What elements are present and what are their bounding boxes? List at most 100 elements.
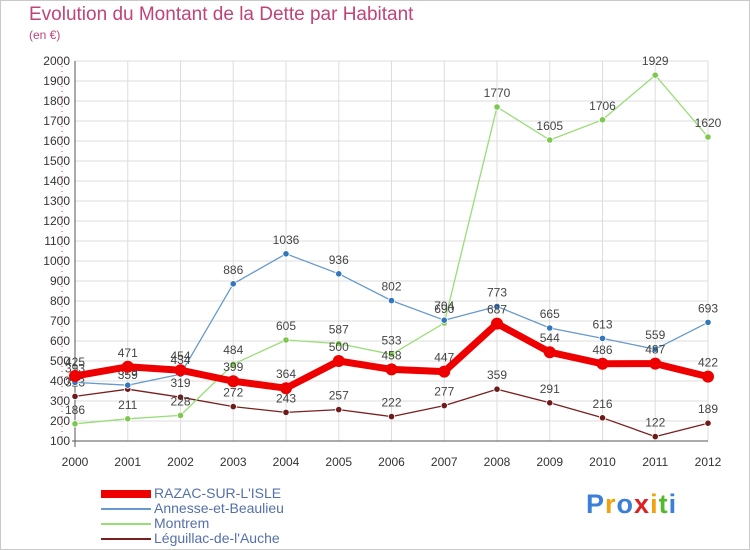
- y-tick-label: 900: [50, 274, 70, 288]
- data-point: [649, 357, 662, 370]
- legend-label: Léguillac-de-l'Auche: [154, 530, 280, 546]
- data-point: [387, 412, 396, 421]
- data-label: 291: [540, 382, 560, 396]
- data-label: 687: [487, 303, 507, 317]
- data-label: 399: [223, 360, 243, 374]
- data-label: 434: [170, 353, 190, 367]
- data-point: [387, 350, 396, 358]
- y-tick-label: 1400: [43, 174, 70, 188]
- data-label: 447: [434, 351, 454, 365]
- data-point: [598, 334, 607, 342]
- data-point: [651, 345, 659, 353]
- data-label: 886: [223, 263, 243, 277]
- data-label: 364: [276, 367, 296, 381]
- data-label: 1770: [484, 86, 511, 100]
- y-tick-label: 1300: [43, 194, 70, 208]
- data-label: 544: [540, 331, 560, 345]
- data-point: [280, 382, 292, 395]
- data-point: [493, 103, 501, 111]
- y-tick-label: 300: [50, 394, 70, 408]
- data-label: 422: [698, 356, 718, 370]
- data-point: [69, 370, 81, 382]
- data-label: 693: [698, 301, 718, 315]
- y-tick-label: 1800: [43, 94, 70, 108]
- legend-label: Montrem: [154, 515, 210, 531]
- data-label: 665: [540, 307, 560, 321]
- data-label: 500: [329, 340, 349, 354]
- legend-swatch: [101, 508, 151, 510]
- y-tick-label: 700: [50, 314, 70, 328]
- data-point: [227, 375, 240, 388]
- data-point: [229, 402, 237, 411]
- y-tick-label: 1200: [43, 214, 70, 228]
- data-label: 186: [65, 403, 85, 417]
- data-label: 484: [223, 343, 243, 357]
- y-tick-label: 100: [50, 434, 70, 448]
- chart-title: Evolution du Montant de la Dette par Hab…: [29, 4, 414, 25]
- data-point: [598, 116, 607, 124]
- data-point: [121, 360, 134, 373]
- logo-letter: i: [650, 489, 659, 519]
- data-point: [546, 136, 554, 144]
- x-tick-label: 2008: [484, 455, 511, 469]
- data-label: 802: [381, 280, 401, 294]
- data-label: 454: [170, 349, 190, 363]
- data-label: 216: [592, 397, 612, 411]
- x-tick-label: 2003: [220, 455, 247, 469]
- data-point: [702, 370, 714, 383]
- data-label: 487: [645, 343, 665, 357]
- legend-swatch: [101, 490, 151, 498]
- logo-letter: x: [634, 489, 651, 519]
- data-label: 471: [118, 346, 138, 360]
- data-label: 486: [592, 343, 612, 357]
- data-label: 559: [645, 328, 665, 342]
- x-tick-label: 2001: [114, 455, 141, 469]
- data-point: [385, 363, 398, 376]
- data-point: [440, 316, 448, 324]
- data-point: [438, 365, 451, 378]
- x-tick-label: 2002: [167, 455, 194, 469]
- y-tick-label: 800: [50, 294, 70, 308]
- data-label: 587: [329, 323, 349, 337]
- y-tick-label: 2000: [43, 54, 70, 68]
- y-tick-label: 200: [50, 414, 70, 428]
- data-label: 1706: [589, 99, 616, 113]
- data-point: [176, 393, 185, 401]
- data-label: 1605: [536, 119, 563, 133]
- data-point: [71, 392, 79, 400]
- data-label: 690: [434, 302, 454, 316]
- y-tick-label: 400: [50, 374, 70, 388]
- data-label: 425: [65, 355, 85, 369]
- data-point: [493, 302, 501, 310]
- data-label: 605: [276, 319, 296, 333]
- data-point: [440, 401, 448, 410]
- data-label: 704: [434, 299, 454, 313]
- y-tick-label: 600: [50, 334, 70, 348]
- data-point: [335, 339, 343, 348]
- data-point: [282, 336, 290, 344]
- data-point: [546, 324, 554, 332]
- data-label: 272: [223, 386, 243, 400]
- y-tick-label: 1000: [43, 254, 70, 268]
- data-point: [598, 414, 607, 422]
- data-label: 122: [645, 416, 665, 430]
- data-label: 773: [487, 285, 507, 299]
- logo-letter: i: [668, 489, 678, 519]
- data-label: 458: [381, 348, 401, 362]
- data-point: [282, 408, 290, 416]
- x-tick-label: 2006: [378, 455, 405, 469]
- data-point: [704, 419, 712, 427]
- x-tick-label: 2007: [431, 455, 458, 469]
- data-label: 228: [170, 394, 190, 408]
- data-point: [491, 317, 503, 330]
- data-label: 277: [434, 385, 454, 399]
- data-point: [71, 420, 79, 428]
- x-tick-label: 2005: [325, 455, 352, 469]
- data-label: 533: [381, 333, 401, 347]
- data-point: [596, 357, 609, 370]
- data-label: 243: [276, 391, 296, 405]
- data-label: 319: [170, 376, 190, 390]
- data-label: 222: [381, 396, 401, 410]
- data-point: [493, 385, 501, 393]
